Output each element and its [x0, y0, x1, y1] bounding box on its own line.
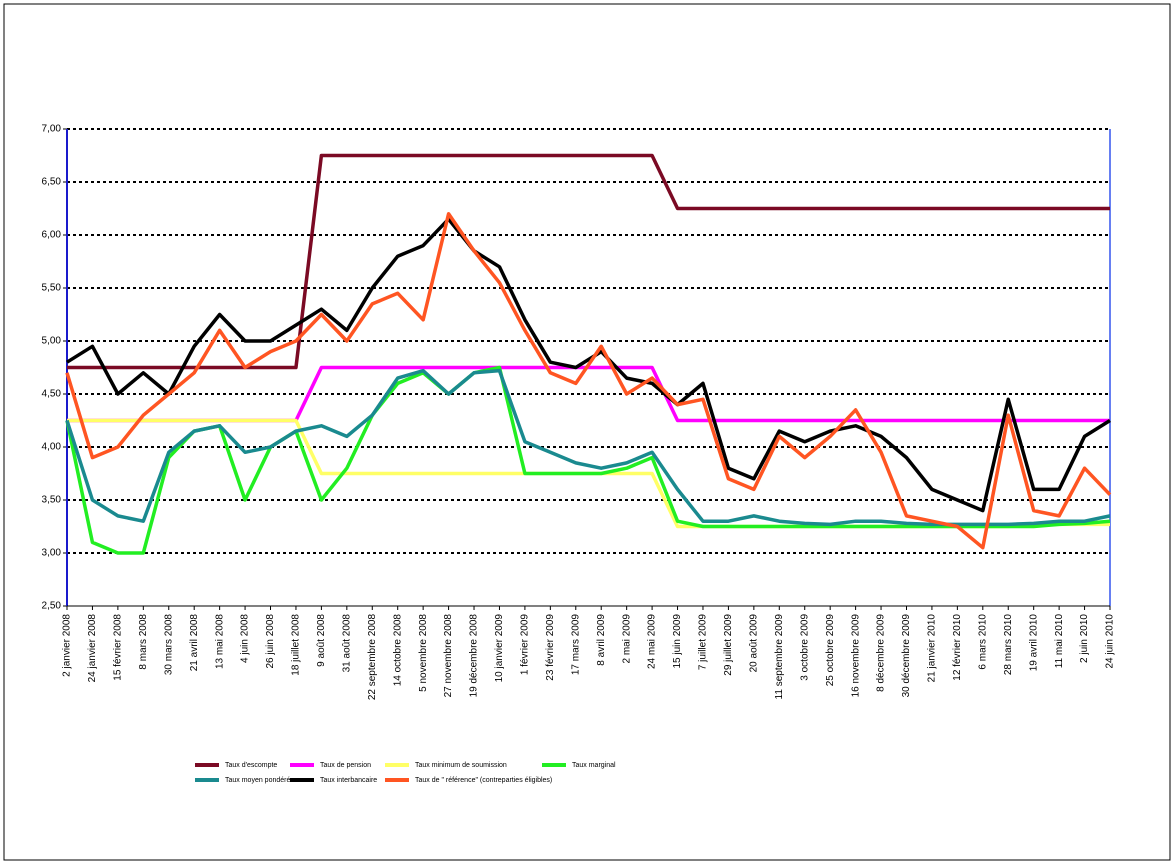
x-tick-label: 4 juin 2008	[240, 614, 251, 663]
x-tick-label: 21 avril 2008	[189, 614, 200, 672]
x-tick-label: 2 mai 2009	[621, 614, 632, 664]
legend-label: Taux minimum de soumission	[415, 762, 507, 769]
legend-label: Taux de pension	[320, 762, 371, 769]
frame	[3, 3, 1171, 861]
x-tick-label: 19 décembre 2008	[469, 614, 480, 698]
legend-label: Taux marginal	[572, 762, 616, 769]
legend-label: Taux d'escompte	[225, 762, 277, 769]
x-tick-label: 24 juin 2010	[1105, 614, 1116, 669]
x-tick-label: 19 avril 2010	[1028, 614, 1039, 672]
series-line	[65, 212, 1112, 550]
x-tick-label: 22 septembre 2008	[367, 614, 378, 701]
x-tick-label: 11 septembre 2009	[774, 614, 785, 700]
series-line	[65, 365, 1111, 555]
x-tick-label: 15 février 2008	[113, 614, 124, 681]
x-tick-label: 10 janvier 2009	[494, 614, 505, 683]
y-tick-label: 3,50	[42, 495, 62, 506]
y-tick-label: 2,50	[42, 601, 62, 612]
x-tick-label: 14 octobre 2008	[392, 614, 403, 687]
x-tick-label: 28 mars 2010	[1003, 614, 1014, 676]
x-tick-label: 6 mars 2010	[977, 614, 988, 670]
x-tick-label: 29 juillet 2009	[723, 614, 734, 676]
x-tick-label: 27 novembre 2008	[443, 614, 454, 698]
x-tick-label: 24 janvier 2008	[87, 614, 98, 683]
x-tick-label: 11 mai 2010	[1054, 614, 1065, 669]
x-tick-label: 30 mars 2008	[163, 614, 174, 676]
x-tick-label: 25 octobre 2009	[825, 614, 836, 687]
x-tick-label: 3 octobre 2009	[799, 614, 810, 681]
x-tick-label: 24 mai 2009	[647, 614, 658, 669]
x-tick-label: 17 mars 2009	[570, 614, 581, 676]
x-tick-label: 8 avril 2009	[596, 614, 607, 666]
x-tick-label: 2 janvier 2008	[62, 614, 73, 677]
legend-label: Taux moyen pondéré	[225, 777, 290, 784]
x-tick-label: 18 juillet 2008	[291, 614, 302, 676]
series-line	[66, 217, 1111, 513]
y-tick-label: 5,00	[42, 336, 62, 347]
y-tick-label: 4,00	[42, 442, 62, 453]
x-tick-label: 2 juin 2010	[1079, 614, 1090, 663]
series-line	[65, 368, 1111, 527]
legend-label: Taux de " référence" (contreparties élig…	[415, 777, 552, 784]
x-tick-label: 9 août 2008	[316, 614, 327, 667]
x-tick-label: 30 décembre 2009	[901, 614, 912, 698]
x-tick-label: 31 août 2008	[341, 614, 352, 673]
y-tick-label: 7,00	[42, 124, 62, 135]
y-tick-label: 4,50	[42, 389, 62, 400]
y-tick-label: 6,00	[42, 230, 62, 241]
x-tick-label: 8 mars 2008	[138, 614, 149, 670]
series-line	[67, 153, 1110, 370]
y-tick-label: 5,50	[42, 283, 62, 294]
x-tick-label: 1 février 2009	[520, 614, 531, 676]
x-tick-label: 26 juin 2008	[265, 614, 276, 669]
y-tick-label: 3,00	[42, 548, 62, 559]
x-tick-label: 5 novembre 2008	[418, 614, 429, 692]
x-tick-label: 7 juillet 2009	[698, 614, 709, 671]
legend-label: Taux interbancaire	[320, 777, 377, 784]
x-tick-label: 13 mai 2008	[214, 614, 225, 669]
x-tick-label: 15 juin 2009	[672, 614, 683, 669]
x-tick-label: 8 décembre 2009	[876, 614, 887, 692]
x-tick-label: 20 août 2009	[748, 614, 759, 673]
x-tick-label: 23 février 2009	[545, 614, 556, 681]
x-tick-label: 12 février 2010	[952, 614, 963, 681]
y-tick-label: 6,50	[42, 177, 62, 188]
x-tick-label: 21 janvier 2010	[927, 614, 938, 683]
x-tick-label: 16 novembre 2009	[850, 614, 861, 698]
